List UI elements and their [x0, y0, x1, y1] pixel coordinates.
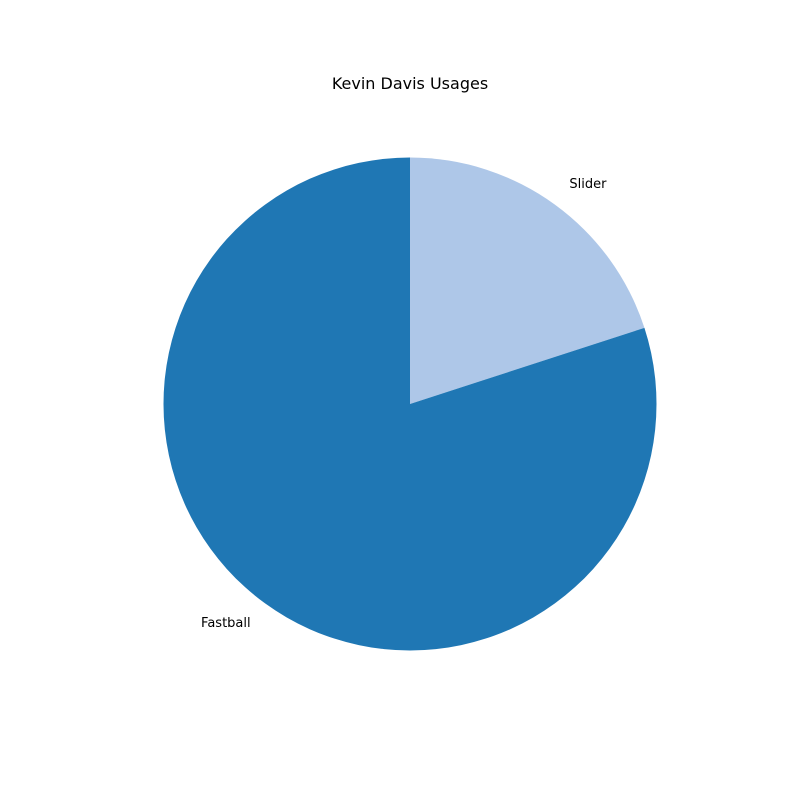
pie-slice-fastball	[163, 157, 657, 651]
pie-slice-slider	[410, 157, 645, 404]
pie-label-slider: Slider	[569, 177, 607, 192]
pie-slices	[163, 157, 657, 651]
pie-label-fastball: Fastball	[201, 616, 251, 631]
pie-slice-labels: Slider Fastball	[201, 177, 607, 631]
chart-title: Kevin Davis Usages	[332, 74, 488, 93]
